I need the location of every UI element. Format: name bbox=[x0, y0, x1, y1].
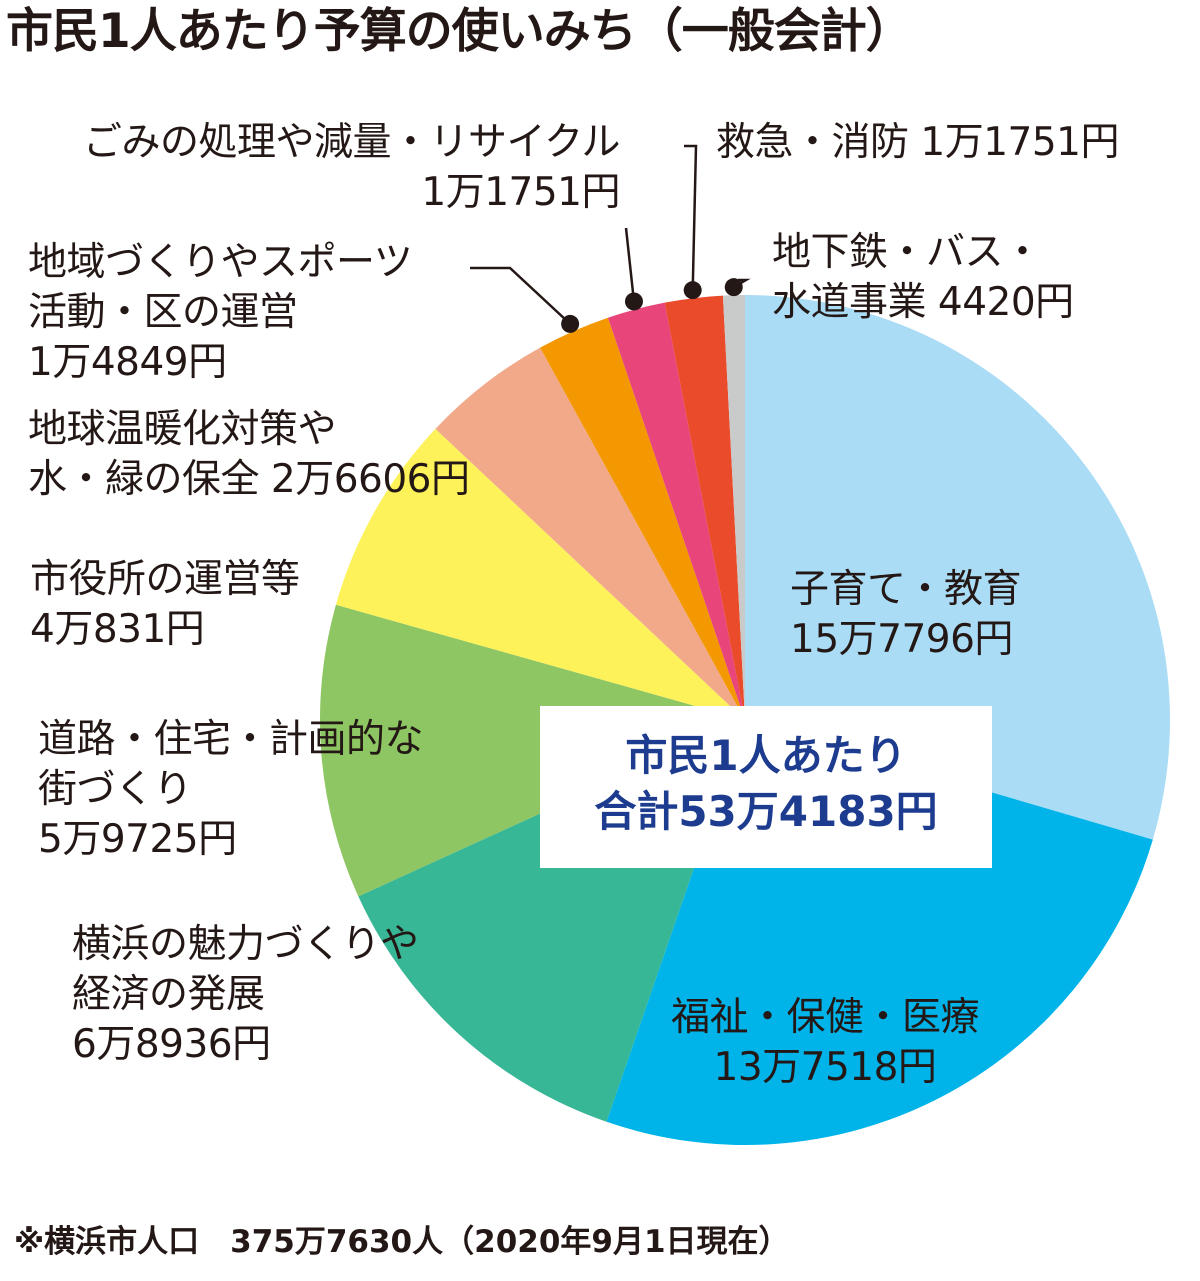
total-value: 合計53万4183円 bbox=[594, 787, 938, 836]
pie-slice-environment bbox=[435, 347, 745, 720]
slice-label-welfare: 福祉・保健・医療 13万7518円 bbox=[670, 995, 980, 1090]
slice-label-emergency-fire: 救急・消防 1万1751円 bbox=[716, 120, 1119, 165]
leader-dot-emergency-fire bbox=[683, 281, 702, 300]
slice-label-city-office: 市役所の運営等 4万831円 bbox=[30, 557, 300, 652]
pie-slice-city-office bbox=[335, 428, 745, 720]
total-caption: 市民1人あたり bbox=[625, 731, 907, 780]
population-footnote: ※横浜市人口 375万7630人（2020年9月1日現在） bbox=[14, 1224, 790, 1260]
leader-line-emergency-fire bbox=[684, 144, 698, 291]
pie-slice-waste-recycling bbox=[607, 302, 745, 720]
slice-label-community-sports: 地域づくりやスポーツ 活動・区の運営 1万4849円 bbox=[28, 240, 413, 385]
chart-title: 市民1人あたり予算の使いみち（一般会計） bbox=[6, 4, 913, 59]
slice-label-economy: 横浜の魅力づくりや 経済の発展 6万8936円 bbox=[72, 922, 419, 1067]
pie-slice-community-sports bbox=[540, 317, 745, 720]
slice-label-subway-bus-water: 地下鉄・バス・ 水道事業 4420円 bbox=[772, 230, 1074, 325]
total-box: 市民1人あたり 合計53万4183円 bbox=[540, 706, 992, 868]
leader-dot-community-sports bbox=[561, 314, 580, 333]
slice-label-roads-housing: 道路・住宅・計画的な 街づくり 5万9725円 bbox=[38, 717, 424, 862]
leader-line-waste-recycling bbox=[624, 227, 636, 302]
pie-slice-education bbox=[745, 295, 1170, 840]
pie-slice-emergency-fire bbox=[664, 295, 745, 720]
pie-slice-subway-bus-water bbox=[722, 295, 745, 720]
leader-dot-waste-recycling bbox=[624, 292, 643, 311]
leader-line-community-sports bbox=[470, 266, 571, 325]
leader-dot-subway-bus-water bbox=[724, 278, 743, 297]
slice-label-education: 子育て・教育 15万7796円 bbox=[790, 567, 1022, 662]
slice-label-waste-recycling: ごみの処理や減量・リサイクル 1万1751円 bbox=[82, 120, 621, 215]
pie-slice-roads-housing bbox=[319, 604, 745, 897]
slice-label-environment: 地球温暖化対策や 水・緑の保全 2万6606円 bbox=[28, 407, 470, 502]
